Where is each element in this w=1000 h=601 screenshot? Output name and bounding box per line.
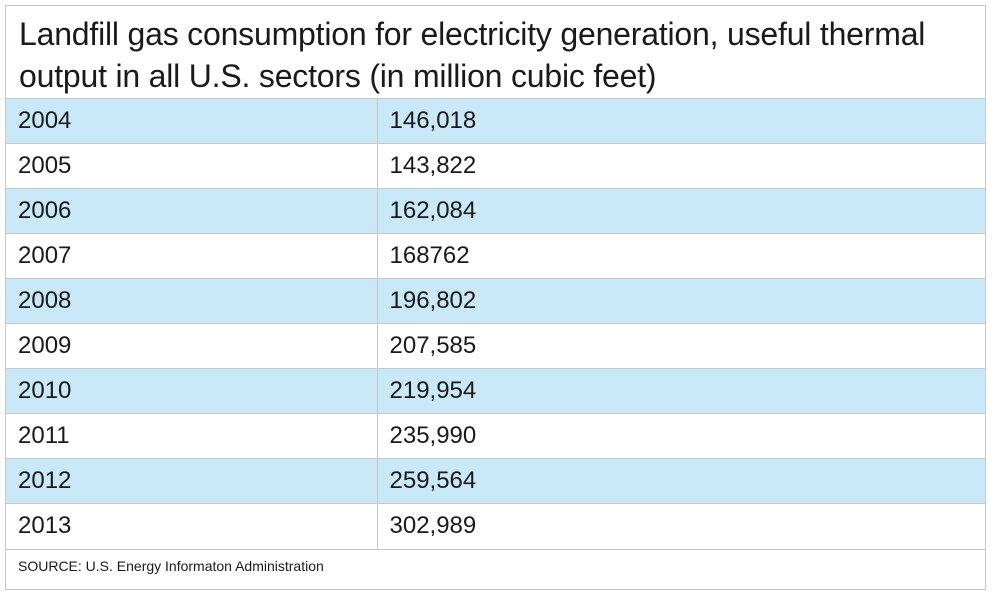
value-cell: 219,954 — [377, 368, 985, 414]
year-cell: 2009 — [6, 323, 378, 369]
value-cell: 302,989 — [377, 503, 985, 549]
year-cell: 2013 — [6, 503, 378, 549]
year-cell: 2008 — [6, 278, 378, 324]
value-cell: 143,822 — [377, 143, 985, 189]
value-cell: 196,802 — [377, 278, 985, 324]
table-row: 2009 207,585 — [6, 323, 985, 369]
table-row: 2012 259,564 — [6, 458, 985, 504]
source-note: SOURCE: U.S. Energy Informaton Administr… — [6, 548, 985, 583]
year-cell: 2012 — [6, 458, 378, 504]
value-cell: 162,084 — [377, 188, 985, 234]
value-cell: 168762 — [377, 233, 985, 279]
table-row: 2007 168762 — [6, 233, 985, 279]
value-cell: 146,018 — [377, 98, 985, 144]
table-row: 2008 196,802 — [6, 278, 985, 324]
table-row: 2010 219,954 — [6, 368, 985, 414]
value-cell: 235,990 — [377, 413, 985, 459]
table-title: Landfill gas consumption for electricity… — [19, 16, 926, 94]
value-cell: 259,564 — [377, 458, 985, 504]
table-row: 2006 162,084 — [6, 188, 985, 234]
table-card: Landfill gas consumption for electricity… — [5, 5, 986, 590]
year-cell: 2011 — [6, 413, 378, 459]
year-cell: 2004 — [6, 98, 378, 144]
table-row: 2004 146,018 — [6, 98, 985, 144]
table-row: 2013 302,989 — [6, 503, 985, 549]
year-cell: 2010 — [6, 368, 378, 414]
year-cell: 2006 — [6, 188, 378, 234]
data-table: 2004 146,018 2005 143,822 2006 162,084 2007 168… — [6, 98, 985, 549]
table-row: 2011 235,990 — [6, 413, 985, 459]
table-row: 2005 143,822 — [6, 143, 985, 189]
year-cell: 2005 — [6, 143, 378, 189]
value-cell: 207,585 — [377, 323, 985, 369]
year-cell: 2007 — [6, 233, 378, 279]
